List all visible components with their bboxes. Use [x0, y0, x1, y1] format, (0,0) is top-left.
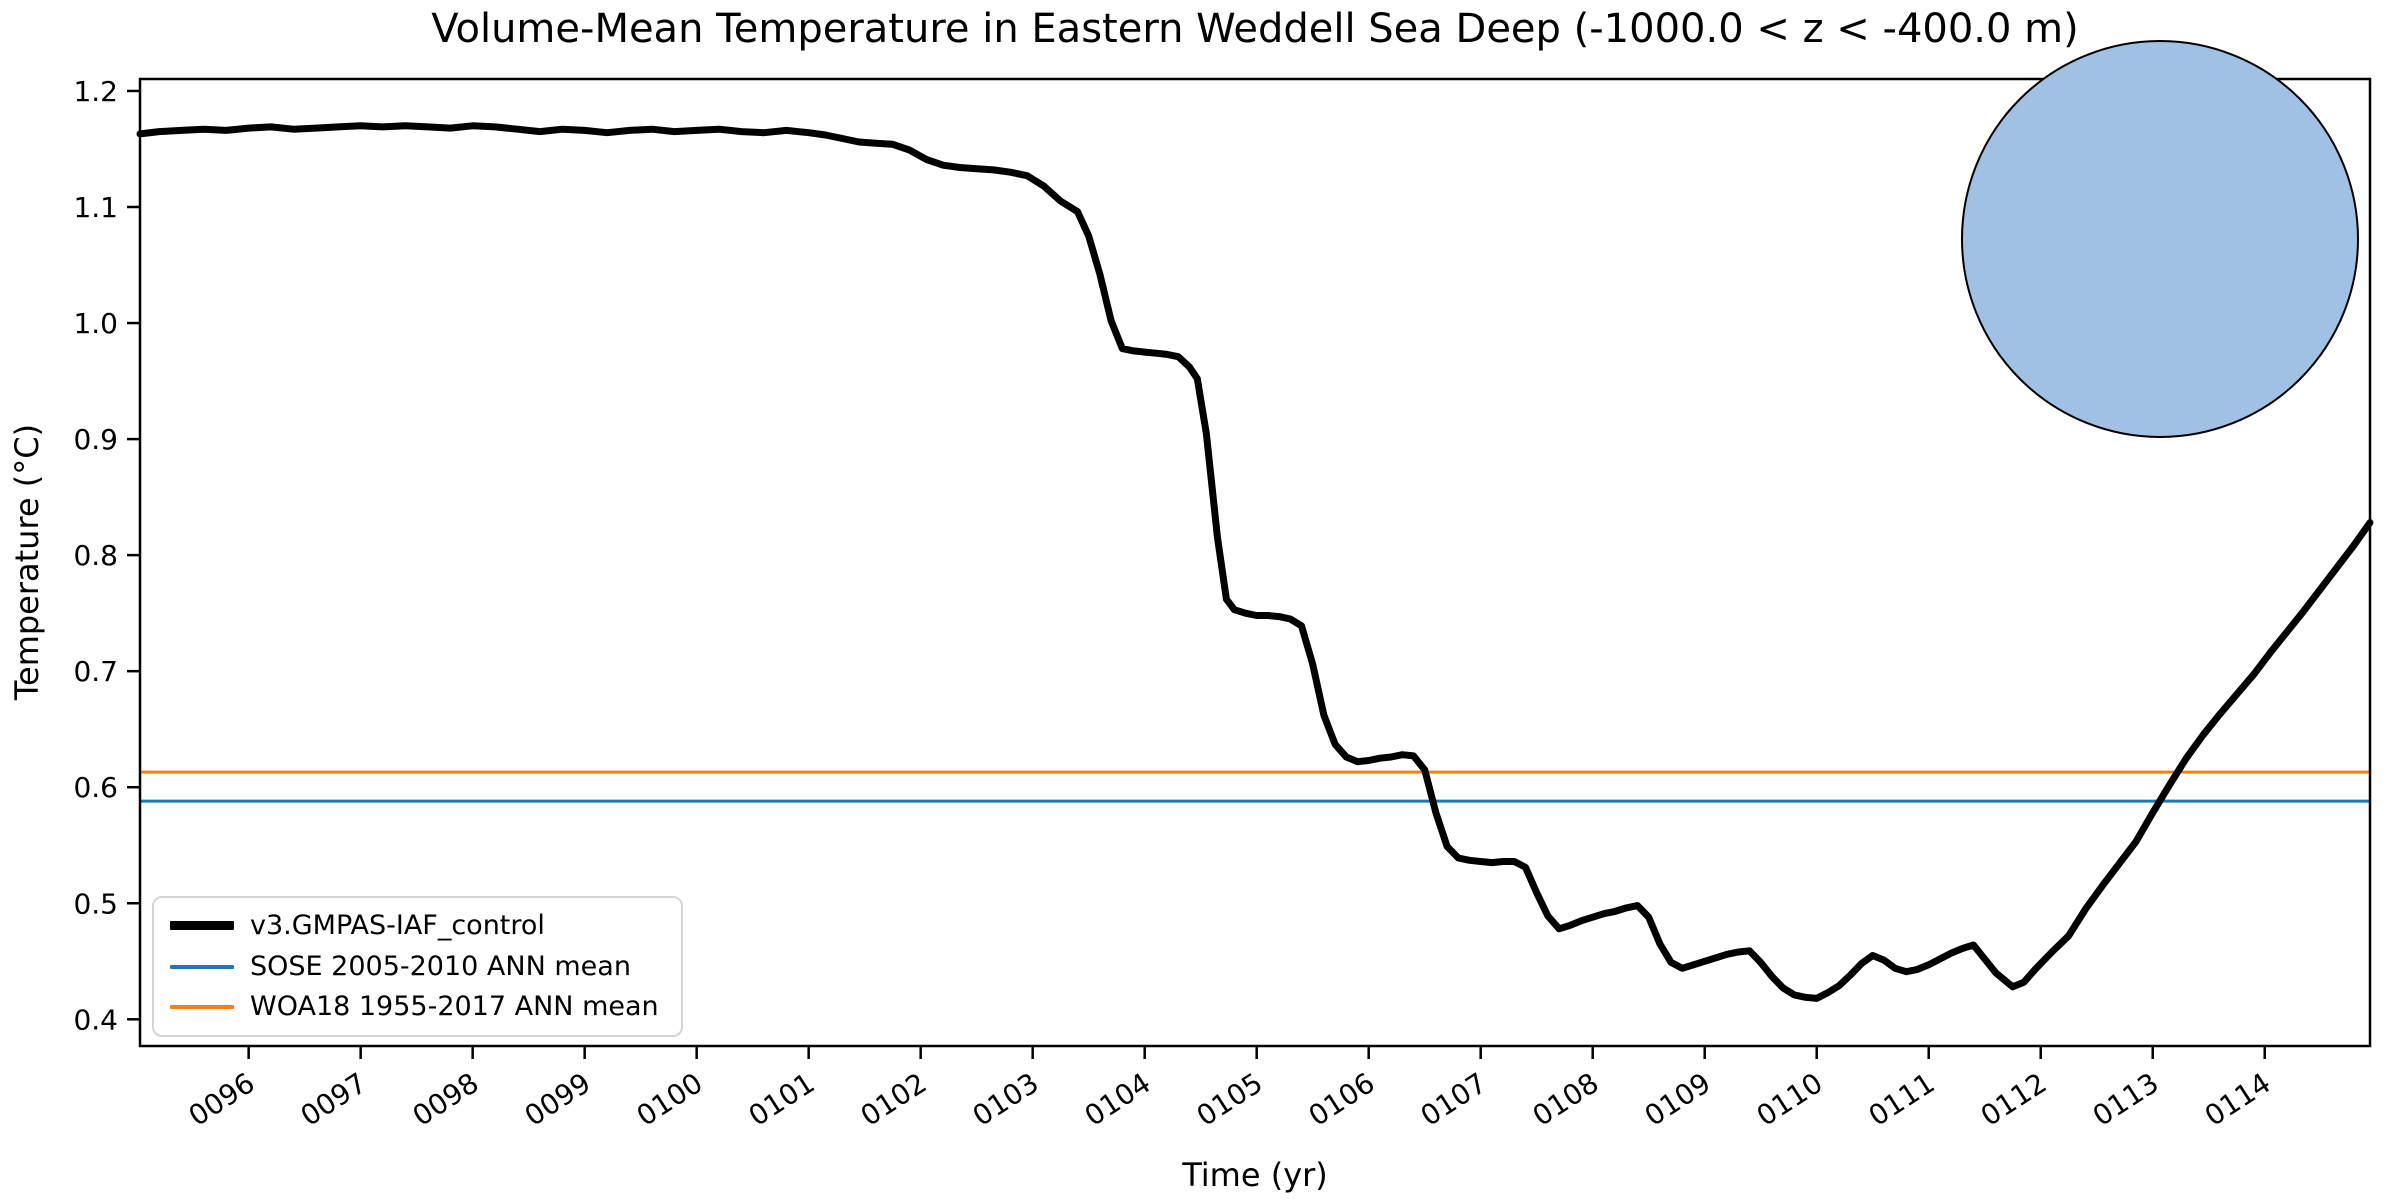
legend-item-sose: SOSE 2005-2010 ANN mean	[170, 950, 659, 982]
y-tick-label: 0.9	[73, 423, 118, 456]
map-outline	[1961, 40, 2359, 438]
x-tick-label: 0102	[855, 1066, 933, 1132]
x-tick-label: 0105	[1191, 1066, 1269, 1132]
y-tick-label: 1.2	[73, 75, 118, 108]
x-tick-label: 0111	[1863, 1066, 1941, 1132]
x-tick-label: 0097	[295, 1066, 373, 1132]
legend: v3.GMPAS-IAF_control SOSE 2005-2010 ANN …	[152, 896, 683, 1038]
legend-label-sose: SOSE 2005-2010 ANN mean	[250, 950, 631, 982]
x-tick-label: 0110	[1751, 1066, 1829, 1132]
legend-swatch-sose	[170, 964, 234, 969]
y-tick-label: 0.7	[73, 655, 118, 688]
plot-frame	[138, 77, 2372, 1048]
chart-title: Volume-Mean Temperature in Eastern Wedde…	[431, 6, 2079, 52]
legend-item-woa18: WOA18 1955-2017 ANN mean	[170, 992, 659, 1022]
x-tick-label: 0114	[2199, 1066, 2277, 1132]
x-tick-label: 0099	[519, 1066, 597, 1132]
x-tick-label: 0109	[1639, 1066, 1717, 1132]
legend-swatch-woa18	[170, 1005, 234, 1010]
x-tick-label: 0113	[2087, 1066, 2165, 1132]
map-ocean	[1962, 41, 2358, 437]
inset-map	[1961, 40, 2359, 438]
x-tick-label: 0112	[1975, 1066, 2053, 1132]
legend-label-woa18: WOA18 1955-2017 ANN mean	[250, 991, 659, 1023]
x-tick-label: 0107	[1415, 1066, 1493, 1132]
legend-label-control: v3.GMPAS-IAF_control	[250, 910, 545, 941]
x-tick-label: 0101	[743, 1066, 821, 1132]
x-tick-label: 0098	[407, 1066, 485, 1132]
x-tick-label: 0106	[1303, 1066, 1381, 1132]
x-tick-label: 0100	[631, 1066, 709, 1132]
y-axis-label: Temperature (°C)	[8, 424, 46, 701]
y-tick-label: 1.0	[73, 307, 118, 340]
y-tick-label: 0.4	[73, 1003, 118, 1036]
y-tick-label: 1.1	[73, 191, 118, 224]
x-tick-label: 0104	[1079, 1066, 1157, 1132]
x-tick-label: 0108	[1527, 1066, 1605, 1132]
x-tick-label: 0103	[967, 1066, 1045, 1132]
legend-item-control: v3.GMPAS-IAF_control	[170, 911, 659, 941]
series-line	[136, 122, 2374, 1002]
y-tick-label: 0.8	[73, 539, 118, 572]
x-tick-label: 0096	[183, 1066, 261, 1132]
y-tick-label: 0.5	[73, 887, 118, 920]
legend-swatch-control	[170, 921, 234, 931]
x-axis-label: Time (yr)	[1181, 1156, 1328, 1194]
y-tick-label: 0.6	[73, 771, 118, 804]
